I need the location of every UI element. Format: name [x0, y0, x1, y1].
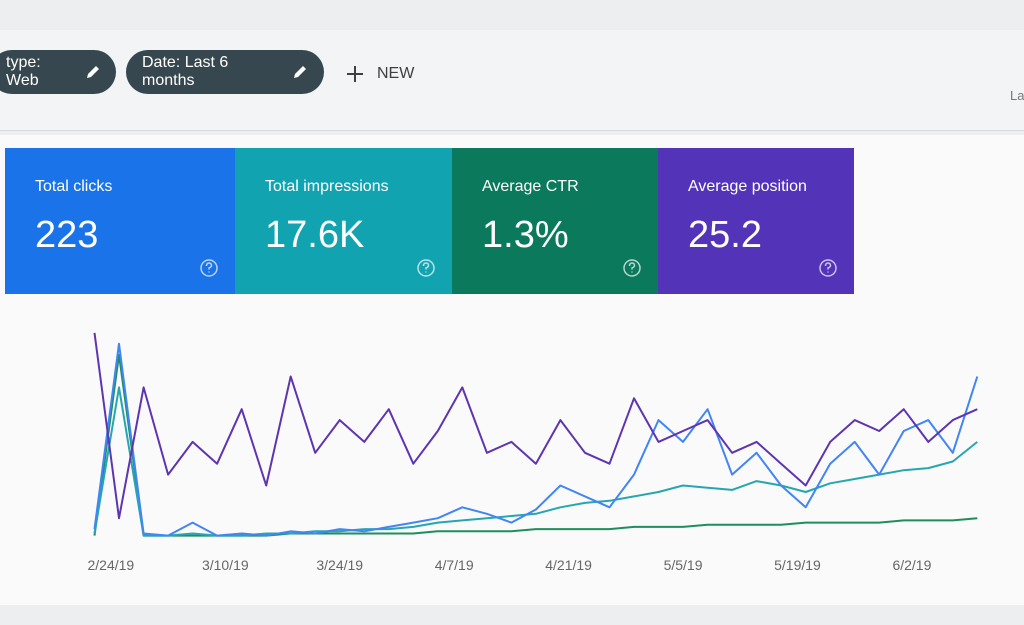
plus-icon [347, 66, 363, 82]
x-tick-label: 4/7/19 [435, 557, 474, 573]
x-tick-label: 6/2/19 [892, 557, 931, 573]
series-line [93, 386, 978, 537]
x-tick-label: 4/21/19 [545, 557, 592, 573]
metric-label: Average CTR [482, 178, 579, 195]
x-tick-label: 3/24/19 [316, 557, 363, 573]
metric-card[interactable]: Total clicks 223 [5, 148, 235, 294]
metric-label: Total impressions [265, 178, 389, 195]
metric-value: 1.3% [482, 214, 569, 256]
filter-chip[interactable]: Date: Last 6 months [126, 50, 324, 94]
edit-icon [294, 66, 307, 78]
metric-value: 17.6K [265, 214, 365, 256]
x-tick-label: 5/19/19 [774, 557, 821, 573]
help-icon [200, 259, 218, 277]
metric-label: Average position [688, 178, 807, 195]
new-button[interactable]: NEW [345, 64, 414, 84]
metric-value: 223 [35, 214, 99, 256]
metric-card[interactable]: Total impressions 17.6K [235, 148, 452, 294]
new-label: NEW [377, 65, 415, 82]
x-tick-label: 2/24/19 [88, 557, 135, 573]
filter-chip[interactable]: type: Web [0, 50, 116, 94]
x-tick-label: 5/5/19 [664, 557, 703, 573]
chip-label: type: Web [6, 54, 41, 89]
metric-value: 25.2 [688, 214, 762, 256]
x-tick-label: 3/10/19 [202, 557, 249, 573]
series-line [93, 342, 979, 537]
corner-text: La [1010, 88, 1024, 103]
metric-label: Total clicks [35, 178, 113, 195]
help-icon [417, 259, 435, 277]
metric-card[interactable]: Average position 25.2 [658, 148, 854, 294]
edit-icon [86, 66, 99, 78]
help-icon [819, 259, 837, 277]
chip-label: Date: Last 6 months [142, 54, 229, 89]
series-line [93, 332, 978, 520]
metric-card[interactable]: Average CTR 1.3% [452, 148, 658, 294]
help-icon [623, 259, 641, 277]
